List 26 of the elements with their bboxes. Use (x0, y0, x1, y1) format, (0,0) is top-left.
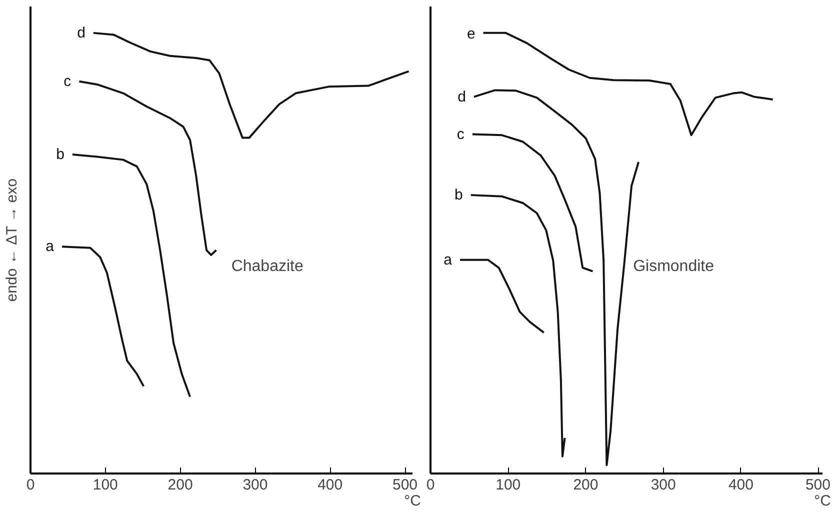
x-tick-label: 500 (392, 476, 418, 494)
x-tick-label: 300 (650, 476, 676, 494)
series-label: c (456, 126, 465, 143)
series-label: d (77, 24, 86, 42)
x-tick-label: 500 (805, 476, 831, 494)
series-label: d (458, 88, 466, 106)
series-label: c (64, 72, 72, 90)
x-axis-title: °C (404, 492, 422, 510)
x-tick-label: 0 (426, 476, 435, 494)
x-tick-label: 400 (318, 476, 343, 494)
x-axis-title: °C (814, 492, 832, 510)
y-axis-title: endo ← ΔT → exo (4, 178, 20, 302)
x-tick-label: 400 (728, 476, 754, 494)
x-tick-label: 100 (92, 476, 118, 494)
x-tick-label: 300 (242, 476, 268, 494)
annotation: Gismondite (633, 258, 714, 276)
x-tick-label: 100 (496, 476, 521, 494)
annotation: Chabazite (231, 258, 304, 276)
x-tick-label: 200 (573, 476, 598, 494)
series-label: a (46, 238, 55, 256)
x-tick-label: 200 (168, 476, 193, 494)
x-tick-label: 0 (26, 476, 35, 494)
series-label: b (454, 186, 463, 204)
series-label: b (56, 146, 64, 164)
series-label: e (466, 25, 476, 42)
series-label: a (444, 251, 453, 268)
